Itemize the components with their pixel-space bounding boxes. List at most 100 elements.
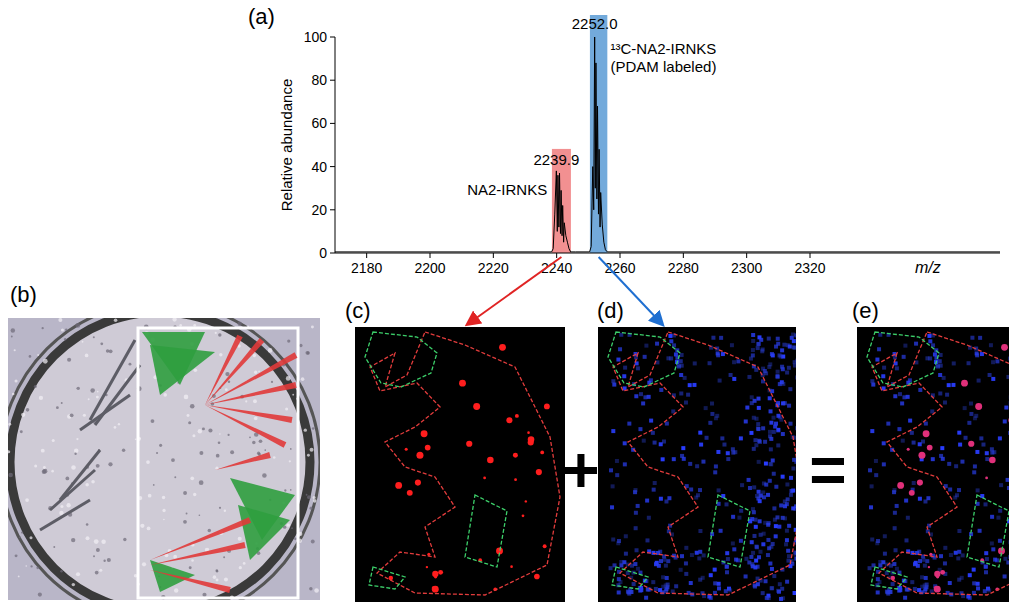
red-crystal	[205, 405, 293, 423]
blue-pixel	[774, 485, 778, 489]
texture-speck	[135, 439, 137, 441]
blue-pixel	[704, 406, 708, 410]
blue-pixel	[744, 419, 748, 423]
blue-pixel	[611, 429, 615, 433]
blue-pixel	[713, 470, 717, 474]
texture-speck	[174, 588, 178, 592]
blue-pixel	[717, 586, 721, 590]
blue-pixel	[774, 345, 778, 349]
blue-pixel	[763, 440, 767, 444]
blue-pixel	[786, 549, 790, 553]
blue-pixel	[758, 550, 762, 554]
texture-speck	[64, 338, 66, 340]
blue-pixel	[747, 375, 751, 379]
blue-pixel	[969, 402, 973, 406]
blue-pixel	[756, 427, 760, 431]
peak-label: 2252.0	[572, 15, 618, 32]
blue-pixel	[618, 347, 622, 351]
blue-pixel	[776, 443, 780, 447]
texture-speck	[215, 332, 217, 334]
ion-image-ground	[598, 327, 796, 602]
blue-pixel	[943, 561, 947, 565]
texture-speck	[96, 464, 100, 468]
blue-pixel	[731, 515, 735, 519]
crystal	[40, 500, 90, 530]
texture-speck	[173, 555, 177, 559]
blue-pixel	[698, 550, 702, 554]
texture-speck	[188, 421, 191, 424]
red-pixel	[543, 544, 547, 548]
blue-pixel	[684, 572, 688, 576]
blue-pixel	[954, 551, 958, 555]
blue-pixel	[713, 568, 717, 572]
blue-pixel	[993, 558, 997, 562]
red-pixel	[907, 448, 910, 451]
blue-pixel	[767, 337, 771, 341]
blue-pixel	[1008, 555, 1009, 559]
blue-pixel	[756, 346, 760, 350]
blue-pixel	[698, 431, 702, 435]
blue-pixel	[635, 548, 639, 552]
texture-speck	[29, 536, 32, 539]
blue-pixel	[768, 396, 772, 400]
blue-pixel	[698, 529, 702, 533]
blue-pixel	[709, 573, 713, 577]
texture-speck	[101, 540, 106, 545]
blue-pixel	[984, 502, 988, 506]
red-crystal	[205, 335, 243, 405]
blue-pixel	[728, 588, 732, 592]
texture-speck	[96, 548, 100, 552]
blue-pixel	[768, 562, 772, 566]
blue-pixel	[958, 443, 962, 447]
blue-pixel	[661, 457, 665, 461]
texture-speck	[8, 473, 13, 478]
blue-pixel	[757, 490, 761, 494]
blue-pixel	[963, 406, 967, 410]
blue-pixel	[638, 427, 642, 431]
red-pixel	[421, 430, 428, 437]
blue-pixel	[868, 566, 872, 570]
blue-pixel	[744, 557, 748, 561]
blue-pixel	[1006, 560, 1009, 564]
blue-pixel	[874, 473, 878, 477]
blue-pixel	[662, 558, 666, 562]
texture-speck	[225, 388, 228, 391]
texture-speck	[243, 562, 246, 565]
red-pixel	[934, 586, 938, 590]
blue-pixel	[939, 454, 943, 458]
blue-pixel	[768, 462, 772, 466]
texture-speck	[189, 566, 192, 569]
texture-speck	[61, 402, 63, 404]
blue-pixel	[903, 596, 907, 600]
texture-speck	[90, 388, 95, 393]
blue-pixel	[616, 358, 620, 362]
blue-pixel	[972, 568, 976, 572]
blue-pixel	[886, 422, 890, 426]
texture-speck	[187, 414, 190, 417]
ion-image	[857, 327, 1009, 602]
blue-pixel	[761, 542, 765, 546]
blue-pixel	[793, 360, 796, 364]
blue-pixel	[724, 589, 728, 593]
blue-pixel	[755, 494, 759, 498]
blue-pixel	[780, 365, 784, 369]
blue-pixel	[717, 488, 721, 492]
micrograph	[8, 318, 320, 600]
texture-speck	[299, 344, 302, 347]
blue-pixel	[882, 462, 886, 466]
blue-pixel	[928, 339, 932, 343]
blue-pixel	[794, 557, 796, 561]
blue-pixel	[783, 401, 787, 405]
blue-pixel	[905, 538, 909, 542]
blue-pixel	[869, 505, 873, 509]
texture-speck	[86, 523, 89, 526]
blue-pixel	[751, 551, 755, 555]
texture-speck	[8, 423, 11, 426]
blue-pixel	[924, 422, 928, 426]
blue-pixel	[610, 505, 614, 509]
texture-speck	[56, 406, 59, 409]
blue-pixel	[975, 351, 979, 355]
texture-speck	[310, 448, 314, 452]
blue-pixel	[661, 575, 665, 579]
blue-pixel	[895, 504, 899, 508]
